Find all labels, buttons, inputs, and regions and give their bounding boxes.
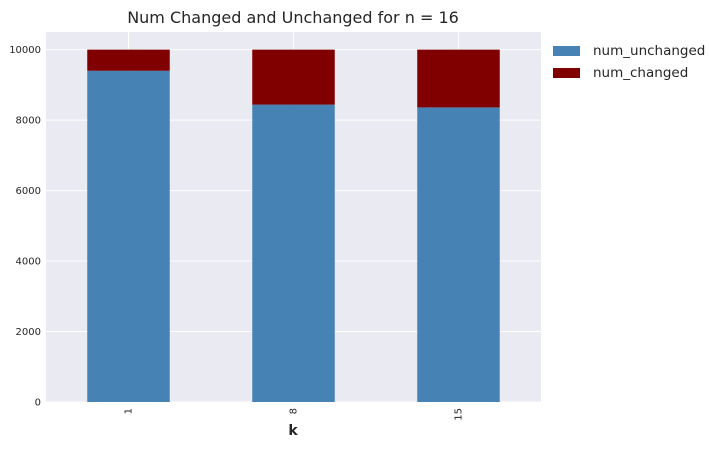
x-tick-label: 15 xyxy=(454,408,465,421)
x-axis-label: k xyxy=(288,423,298,439)
legend-item-unchanged: num_unchanged xyxy=(553,40,705,62)
y-tick-label: 10000 xyxy=(9,45,41,56)
y-tick-label: 0 xyxy=(35,398,41,409)
y-axis: 0 2000 4000 6000 8000 10000 xyxy=(9,45,41,408)
y-tick-label: 2000 xyxy=(16,327,41,338)
x-axis: 1 8 15 xyxy=(124,408,465,421)
chart-title: Num Changed and Unchanged for n = 16 xyxy=(127,8,459,27)
y-tick-label: 4000 xyxy=(16,257,41,268)
y-tick-label: 6000 xyxy=(16,186,41,197)
legend-swatch-changed xyxy=(553,68,580,78)
x-tick-label: 1 xyxy=(124,408,135,414)
legend-label-unchanged: num_unchanged xyxy=(593,43,706,59)
bar-num_unchanged-15 xyxy=(417,107,500,403)
bar-num_changed-15 xyxy=(417,49,500,108)
bar-num_changed-8 xyxy=(252,49,335,105)
y-tick-label: 8000 xyxy=(16,116,41,127)
bar-num_unchanged-1 xyxy=(87,70,170,402)
legend: num_unchanged num_changed xyxy=(553,40,705,84)
bar-num_changed-1 xyxy=(87,49,170,71)
x-tick-label: 8 xyxy=(289,408,300,414)
bars xyxy=(87,49,500,403)
legend-label-changed: num_changed xyxy=(593,65,689,81)
legend-swatch-unchanged xyxy=(553,46,580,56)
bar-num_unchanged-8 xyxy=(252,104,335,402)
legend-item-changed: num_changed xyxy=(553,62,705,84)
